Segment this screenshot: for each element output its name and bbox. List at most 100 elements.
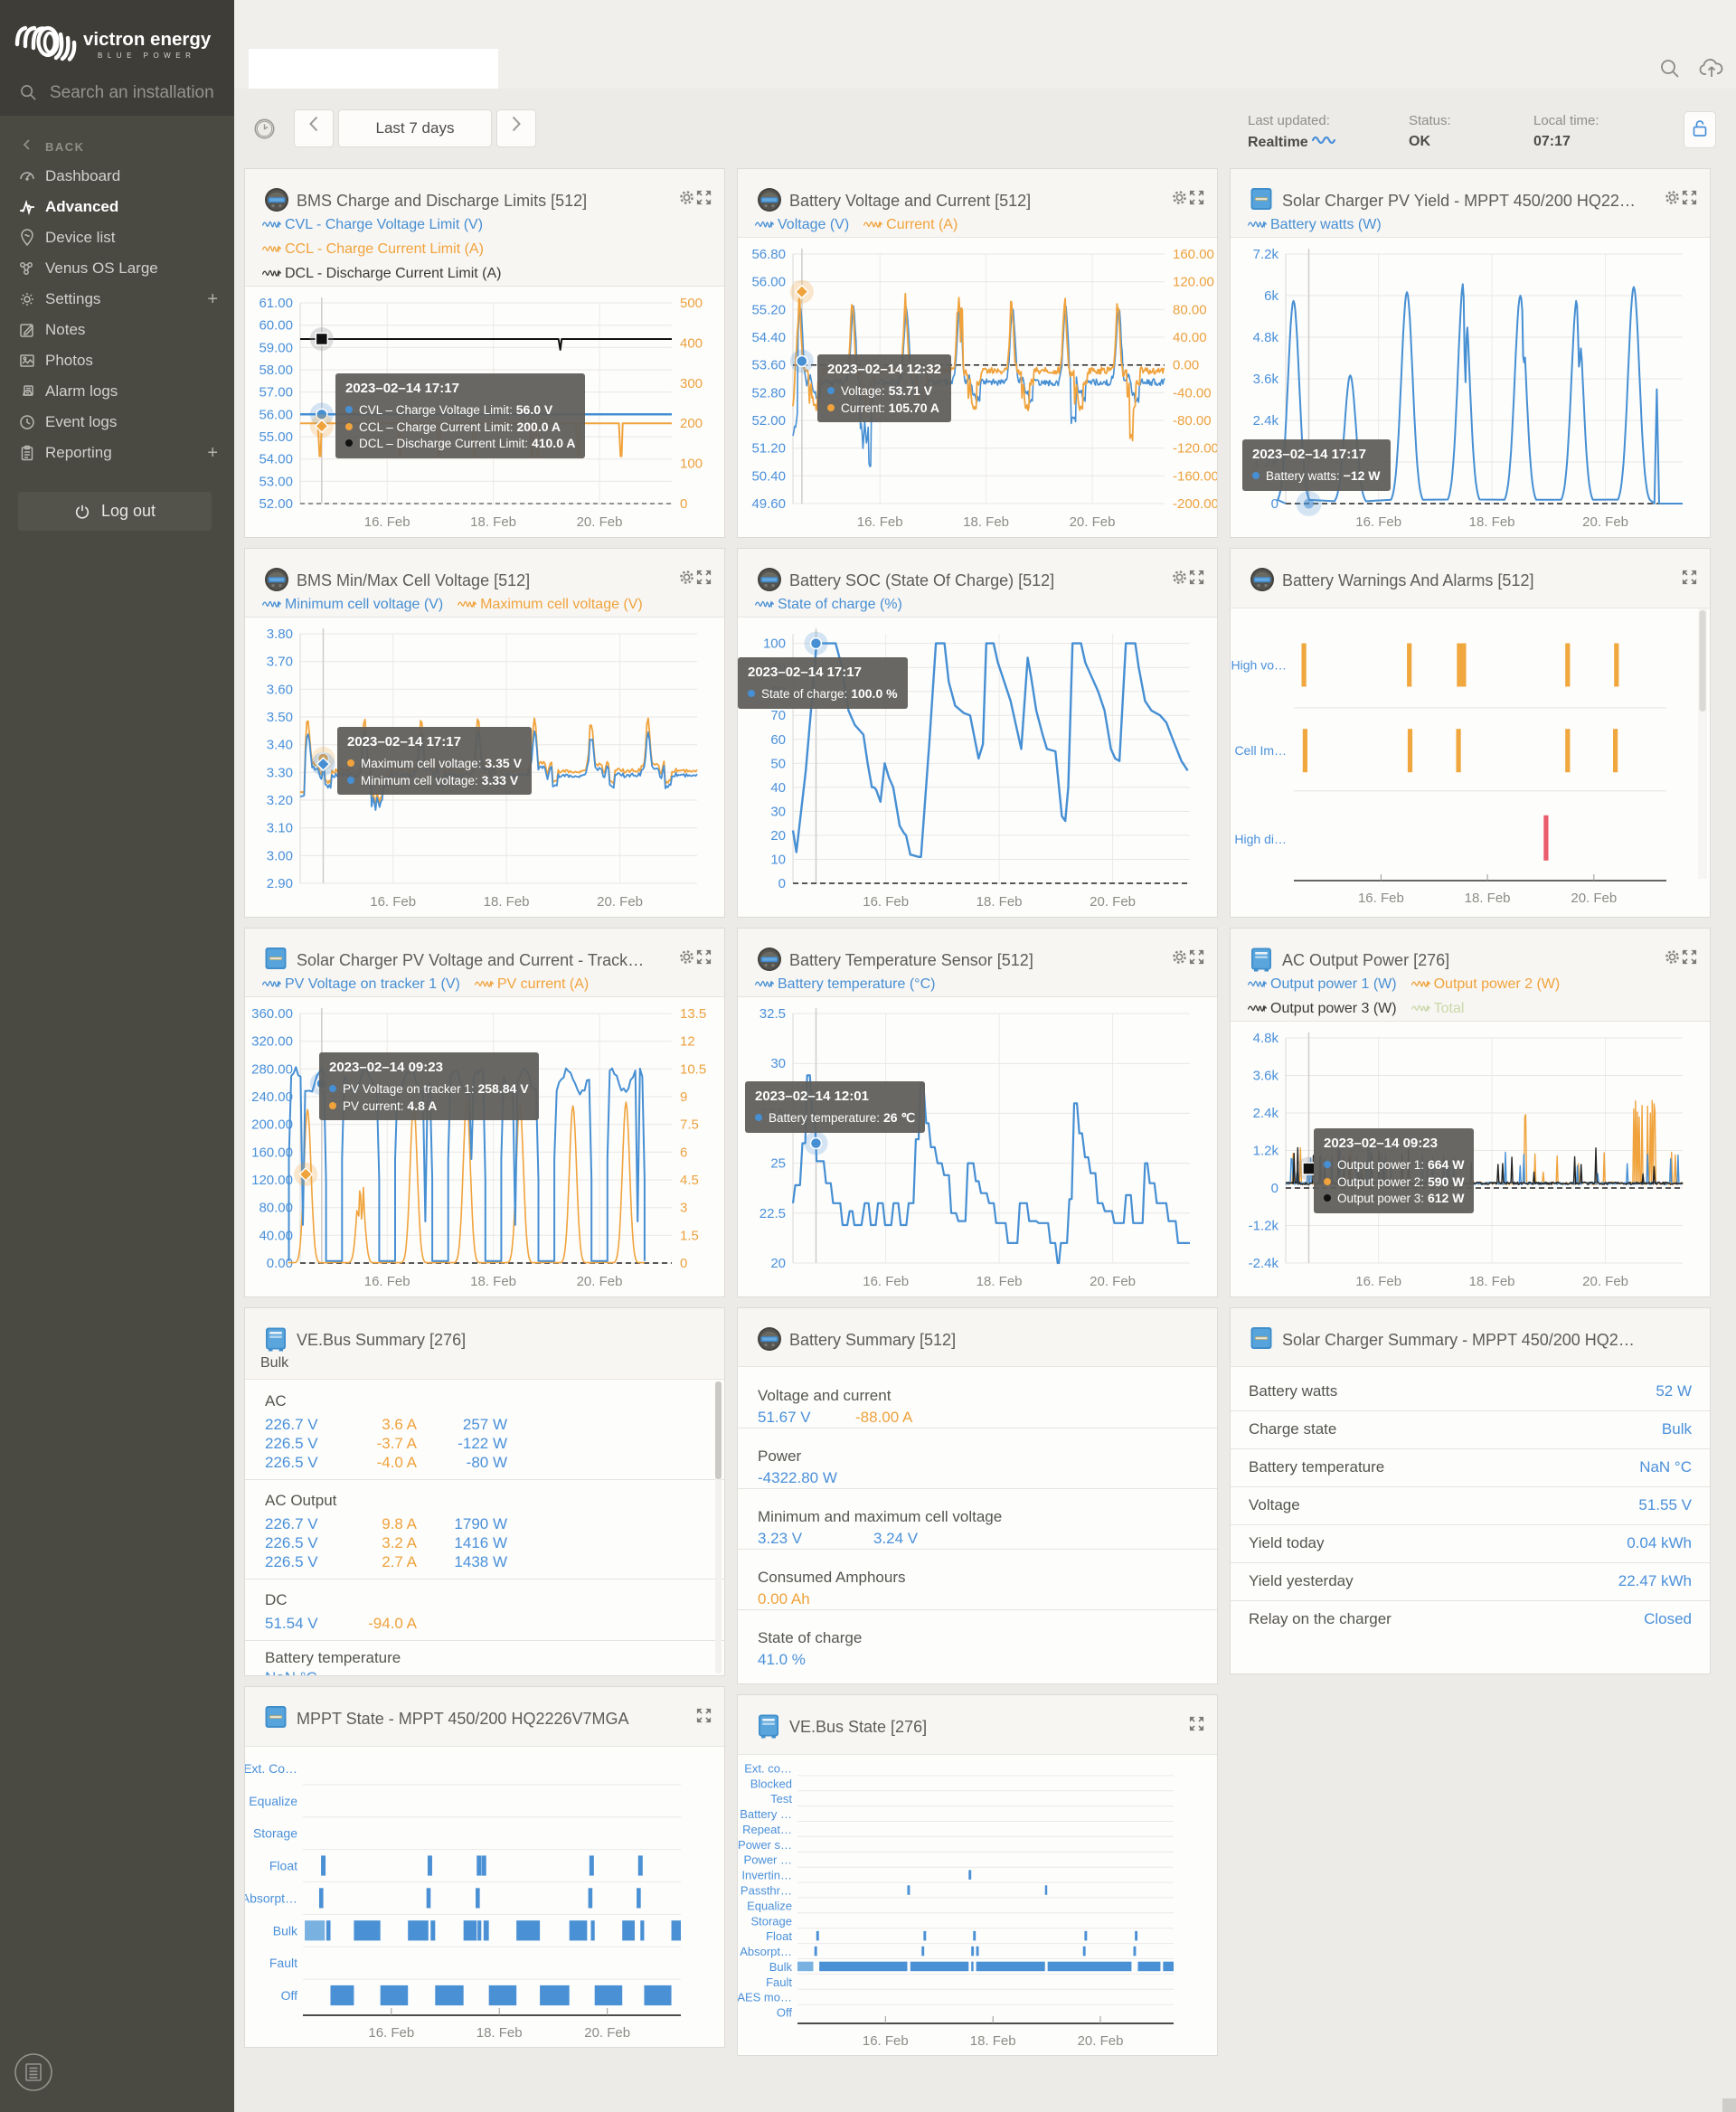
svg-text:18. Feb: 18. Feb [1469,1274,1515,1289]
svg-text:10.5: 10.5 [680,1061,706,1077]
svg-text:0: 0 [680,496,687,512]
svg-text:High di…: High di… [1234,832,1287,846]
svg-text:280.00: 280.00 [251,1061,293,1077]
svg-text:100: 100 [680,457,703,472]
svg-text:18. Feb: 18. Feb [976,894,1023,910]
svg-text:16. Feb: 16. Feb [364,514,410,530]
svg-text:Passthr…: Passthr… [741,1884,792,1898]
svg-text:Off: Off [777,2006,792,2020]
svg-text:Fault: Fault [269,1956,297,1970]
svg-text:25: 25 [770,1156,786,1172]
svg-text:49.60: 49.60 [751,496,786,512]
svg-text:18. Feb: 18. Feb [970,2033,1016,2049]
svg-text:20. Feb: 20. Feb [1078,2033,1124,2049]
svg-text:30: 30 [770,1056,786,1071]
svg-text:360.00: 360.00 [251,1006,293,1022]
svg-text:200: 200 [680,416,703,431]
svg-text:Power …: Power … [744,1853,792,1867]
svg-text:18. Feb: 18. Feb [470,1274,516,1289]
svg-text:56.00: 56.00 [259,407,293,422]
svg-text:0: 0 [680,1256,687,1271]
svg-text:16. Feb: 16. Feb [863,1274,909,1289]
svg-text:18. Feb: 18. Feb [963,514,1009,530]
svg-text:Ext. co…: Ext. co… [744,1761,792,1775]
svg-text:12: 12 [680,1034,695,1050]
svg-text:120.00: 120.00 [251,1173,293,1188]
svg-text:10: 10 [770,853,786,868]
svg-text:120.00: 120.00 [1173,275,1214,290]
svg-text:320.00: 320.00 [251,1034,293,1050]
svg-text:Storage: Storage [750,1914,792,1928]
svg-text:20. Feb: 20. Feb [1582,514,1628,530]
svg-text:-160.00: -160.00 [1173,468,1217,484]
svg-text:Bulk: Bulk [769,1960,793,1974]
svg-text:60.00: 60.00 [259,318,293,334]
svg-text:16. Feb: 16. Feb [1355,514,1401,530]
svg-text:18. Feb: 18. Feb [976,1274,1023,1289]
svg-text:20. Feb: 20. Feb [1090,1274,1136,1289]
svg-text:1.5: 1.5 [680,1228,699,1243]
svg-text:500: 500 [680,296,703,311]
svg-text:BLUE POWER: BLUE POWER [98,52,195,60]
svg-text:Blocked: Blocked [750,1777,792,1790]
svg-text:20. Feb: 20. Feb [1571,891,1617,906]
svg-text:53.60: 53.60 [751,358,786,373]
svg-text:22.5: 22.5 [760,1206,786,1221]
svg-text:40.00: 40.00 [259,1228,293,1243]
svg-text:16. Feb: 16. Feb [857,514,903,530]
svg-text:55.20: 55.20 [751,302,786,317]
svg-text:Float: Float [766,1929,792,1943]
svg-text:1.2k: 1.2k [1253,1144,1279,1159]
svg-text:7.5: 7.5 [680,1117,699,1133]
svg-text:52.80: 52.80 [751,385,786,401]
svg-text:70: 70 [770,708,786,723]
svg-text:Absorpt…: Absorpt… [245,1890,297,1905]
svg-text:51.20: 51.20 [751,441,786,457]
svg-text:3.70: 3.70 [267,655,293,670]
svg-text:160.00: 160.00 [1173,247,1214,262]
svg-text:52.00: 52.00 [751,413,786,429]
svg-text:Battery …: Battery … [740,1807,792,1821]
svg-text:2.90: 2.90 [267,876,293,891]
svg-text:-80.00: -80.00 [1173,413,1212,429]
svg-text:100: 100 [763,636,786,652]
svg-text:-1.2k: -1.2k [1249,1219,1279,1234]
svg-text:Ext. Co…: Ext. Co… [245,1761,297,1776]
svg-text:Bulk: Bulk [273,1923,298,1938]
svg-text:2.4k: 2.4k [1253,1106,1279,1121]
svg-text:Power s…: Power s… [738,1838,792,1852]
svg-text:16. Feb: 16. Feb [368,2025,414,2041]
svg-text:Fault: Fault [766,1975,792,1989]
svg-text:3.00: 3.00 [267,848,293,863]
svg-text:56.80: 56.80 [751,247,786,262]
svg-text:20. Feb: 20. Feb [1582,1274,1628,1289]
svg-text:16. Feb: 16. Feb [1358,891,1404,906]
svg-text:-200.00: -200.00 [1173,496,1217,512]
svg-text:80.00: 80.00 [259,1201,293,1216]
svg-text:0: 0 [778,876,786,891]
svg-text:2.4k: 2.4k [1253,413,1279,429]
svg-text:Repeat…: Repeat… [742,1823,792,1836]
svg-text:16. Feb: 16. Feb [1355,1274,1401,1289]
svg-text:Float: Float [269,1859,297,1873]
svg-text:Cell Im…: Cell Im… [1234,743,1287,758]
svg-text:40: 40 [770,780,786,796]
svg-text:13.5: 13.5 [680,1006,706,1022]
svg-text:3.20: 3.20 [267,793,293,808]
svg-text:200.00: 200.00 [251,1117,293,1133]
svg-text:0: 0 [1271,1181,1278,1196]
svg-text:20. Feb: 20. Feb [577,1274,623,1289]
svg-text:Equalize: Equalize [249,1794,297,1808]
svg-text:20. Feb: 20. Feb [1070,514,1116,530]
svg-text:54.40: 54.40 [751,330,786,345]
svg-text:240.00: 240.00 [251,1089,293,1105]
svg-text:16. Feb: 16. Feb [863,2033,909,2049]
svg-text:32.5: 32.5 [760,1006,786,1022]
svg-text:80.00: 80.00 [1173,302,1207,317]
svg-text:4.8k: 4.8k [1253,1031,1279,1046]
svg-text:16. Feb: 16. Feb [863,894,909,910]
svg-text:0.00: 0.00 [1173,358,1199,373]
svg-text:3.30: 3.30 [267,765,293,780]
svg-text:9: 9 [680,1089,687,1105]
svg-text:Off: Off [281,1988,298,2003]
